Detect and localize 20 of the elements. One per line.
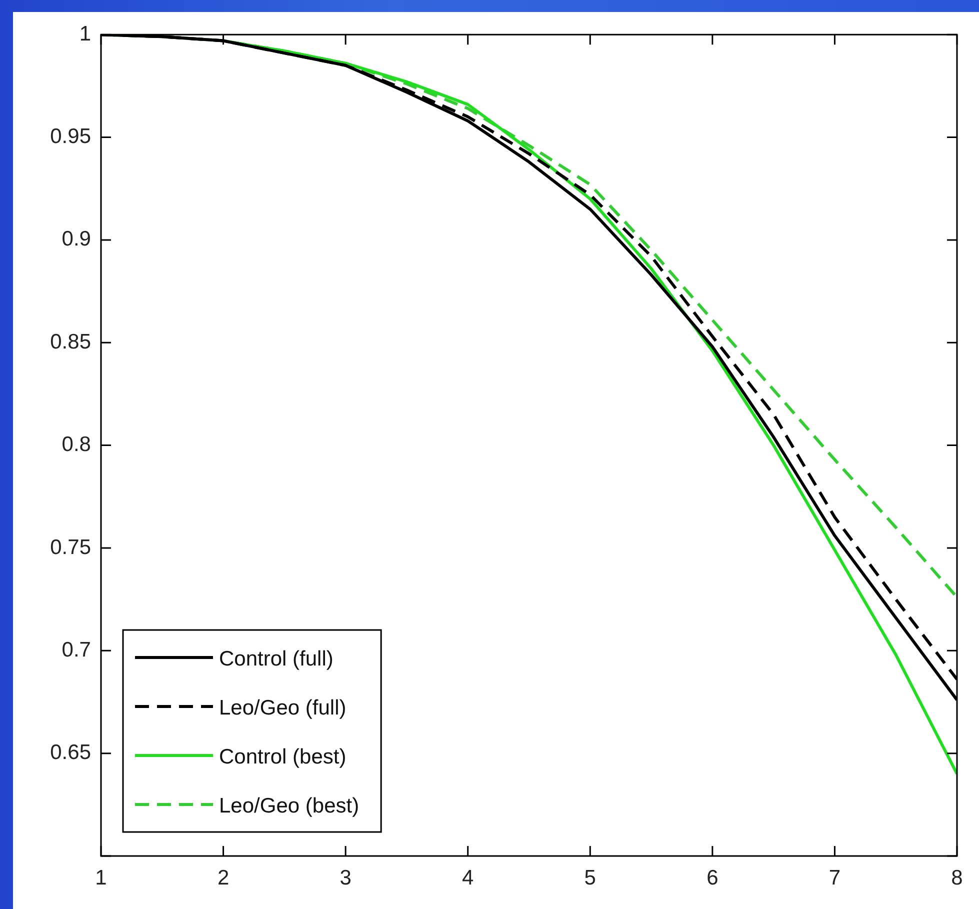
legend-label: Control (full)	[219, 647, 334, 670]
legend-label: Leo/Geo (best)	[219, 794, 360, 818]
x-tick-label: 6	[706, 866, 718, 890]
y-tick-label: 0.95	[50, 125, 91, 148]
y-tick-label: 0.85	[50, 330, 91, 354]
x-tick-label: 1	[95, 866, 107, 890]
y-tick-label: 0.65	[50, 741, 91, 764]
y-tick-label: 0.7	[62, 638, 91, 662]
x-tick-label: 2	[217, 866, 230, 890]
y-tick-label: 0.8	[62, 433, 91, 456]
x-tick-label: 8	[951, 866, 963, 890]
legend-label: Control (best)	[219, 745, 346, 768]
x-tick-label: 7	[828, 866, 841, 890]
y-tick-label: 0.75	[50, 536, 91, 559]
y-tick-label: 1	[79, 22, 91, 46]
y-tick-label: 0.9	[62, 228, 91, 251]
legend-label: Leo/Geo (full)	[219, 696, 346, 720]
x-tick-label: 4	[462, 866, 474, 890]
x-tick-label: 3	[340, 866, 352, 890]
x-tick-label: 5	[584, 866, 596, 890]
